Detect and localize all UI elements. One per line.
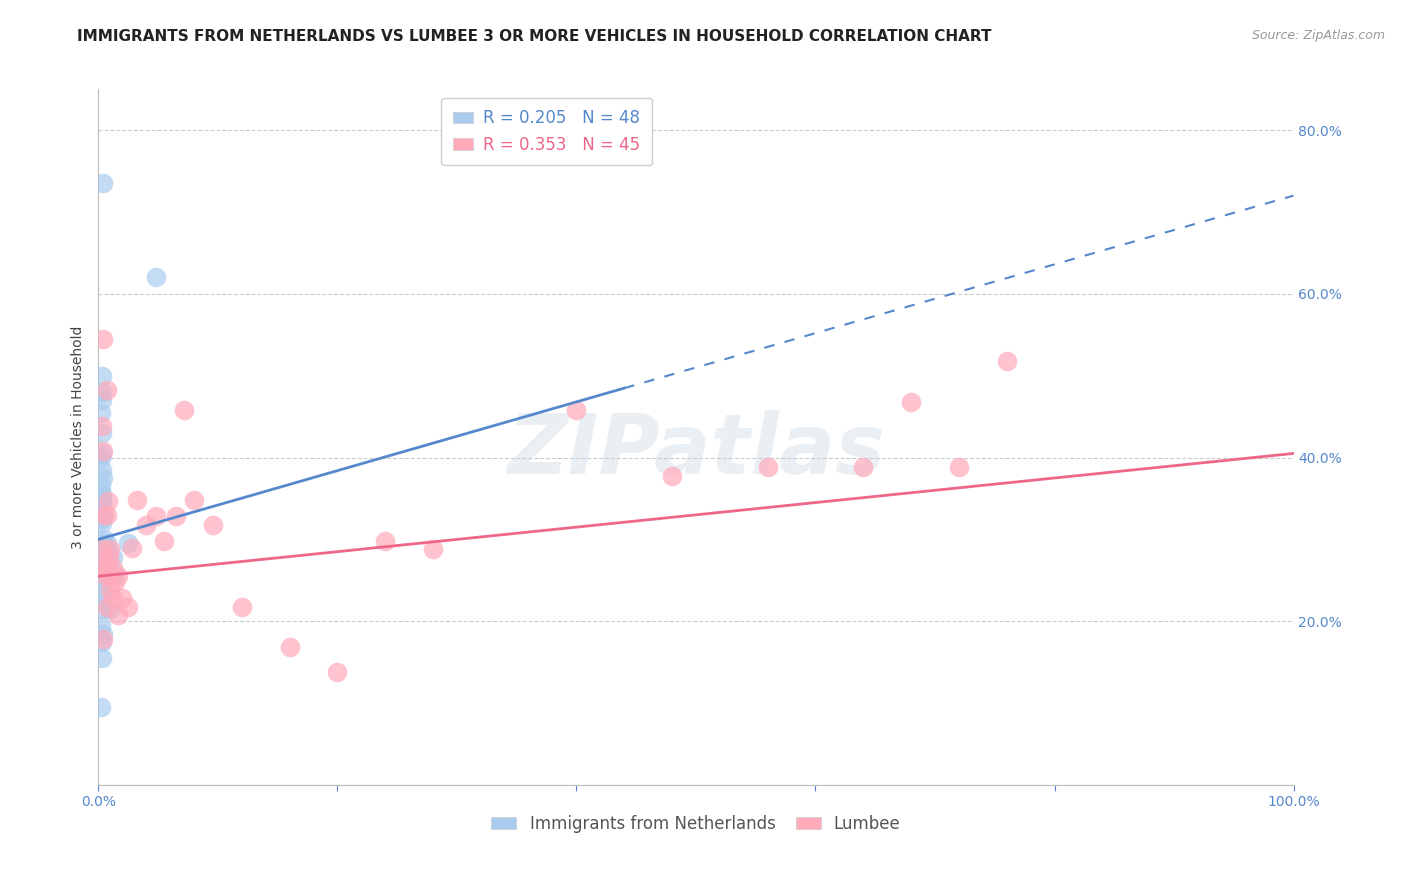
Point <box>91 602 114 616</box>
Point <box>98 542 122 557</box>
Point <box>104 566 127 581</box>
Point <box>93 558 115 573</box>
Point <box>91 444 114 458</box>
Point <box>91 583 114 598</box>
Point <box>91 512 114 526</box>
Point <box>94 558 117 573</box>
Point <box>98 583 122 598</box>
Point <box>91 651 114 665</box>
Point <box>125 493 148 508</box>
Point <box>91 446 114 460</box>
Point <box>91 555 114 569</box>
Legend: Immigrants from Netherlands, Lumbee: Immigrants from Netherlands, Lumbee <box>485 808 907 839</box>
Point <box>90 558 112 573</box>
Point <box>91 463 114 477</box>
Text: ZIPatlas: ZIPatlas <box>508 410 884 491</box>
Point <box>97 494 120 508</box>
Point <box>90 450 112 465</box>
Point <box>145 270 167 285</box>
Point <box>96 558 118 573</box>
Point <box>93 533 115 547</box>
Point <box>374 534 396 549</box>
Point <box>422 542 444 557</box>
Point <box>91 574 114 589</box>
Point <box>91 536 114 550</box>
Point <box>91 471 114 485</box>
Point <box>91 541 114 555</box>
Point <box>94 569 117 583</box>
Point <box>995 354 1018 368</box>
Point <box>91 425 114 440</box>
Point <box>96 383 118 397</box>
Point <box>91 393 114 408</box>
Point <box>91 487 114 501</box>
Point <box>326 665 349 679</box>
Point <box>91 495 114 509</box>
Point <box>93 508 115 522</box>
Point <box>90 700 112 714</box>
Point <box>98 544 121 558</box>
Point <box>91 569 114 583</box>
Point <box>91 626 114 640</box>
Point <box>104 574 127 589</box>
Point <box>117 599 139 614</box>
Point <box>98 566 121 581</box>
Point <box>90 594 112 608</box>
Point <box>101 550 124 565</box>
Point <box>91 385 114 400</box>
Point <box>278 640 301 655</box>
Point <box>852 460 875 475</box>
Point <box>173 403 195 417</box>
Point <box>756 460 779 475</box>
Point <box>91 491 114 506</box>
Point <box>90 504 112 518</box>
Point <box>90 618 112 632</box>
Y-axis label: 3 or more Vehicles in Household: 3 or more Vehicles in Household <box>70 326 84 549</box>
Point <box>96 508 118 522</box>
Point <box>96 599 118 614</box>
Point <box>145 509 167 524</box>
Point <box>101 561 124 575</box>
Point <box>121 541 143 555</box>
Point <box>91 419 114 434</box>
Point <box>661 468 683 483</box>
Point <box>135 517 157 532</box>
Point <box>96 536 118 550</box>
Point <box>183 493 205 508</box>
Point <box>91 542 114 557</box>
Point <box>91 516 114 530</box>
Point <box>117 536 139 550</box>
Point <box>153 534 176 549</box>
Point <box>91 549 114 563</box>
Point <box>231 599 253 614</box>
Point <box>111 591 134 606</box>
Point <box>900 395 922 409</box>
Point <box>107 569 129 583</box>
Point <box>101 591 124 606</box>
Text: Source: ZipAtlas.com: Source: ZipAtlas.com <box>1251 29 1385 42</box>
Point <box>91 549 114 563</box>
Point <box>98 602 122 616</box>
Point <box>91 632 114 647</box>
Point <box>91 368 114 383</box>
Point <box>91 508 114 522</box>
Point <box>90 479 112 493</box>
Point <box>165 509 187 524</box>
Point <box>90 550 112 565</box>
Point <box>107 607 129 622</box>
Point <box>93 544 115 558</box>
Point <box>565 403 588 417</box>
Point <box>91 177 114 191</box>
Point <box>91 555 114 569</box>
Point <box>948 460 970 475</box>
Text: IMMIGRANTS FROM NETHERLANDS VS LUMBEE 3 OR MORE VEHICLES IN HOUSEHOLD CORRELATIO: IMMIGRANTS FROM NETHERLANDS VS LUMBEE 3 … <box>77 29 991 44</box>
Point <box>90 405 112 419</box>
Point <box>98 550 121 565</box>
Point <box>91 332 114 346</box>
Point <box>91 541 114 555</box>
Point <box>91 634 114 648</box>
Point <box>202 517 225 532</box>
Point <box>91 536 114 550</box>
